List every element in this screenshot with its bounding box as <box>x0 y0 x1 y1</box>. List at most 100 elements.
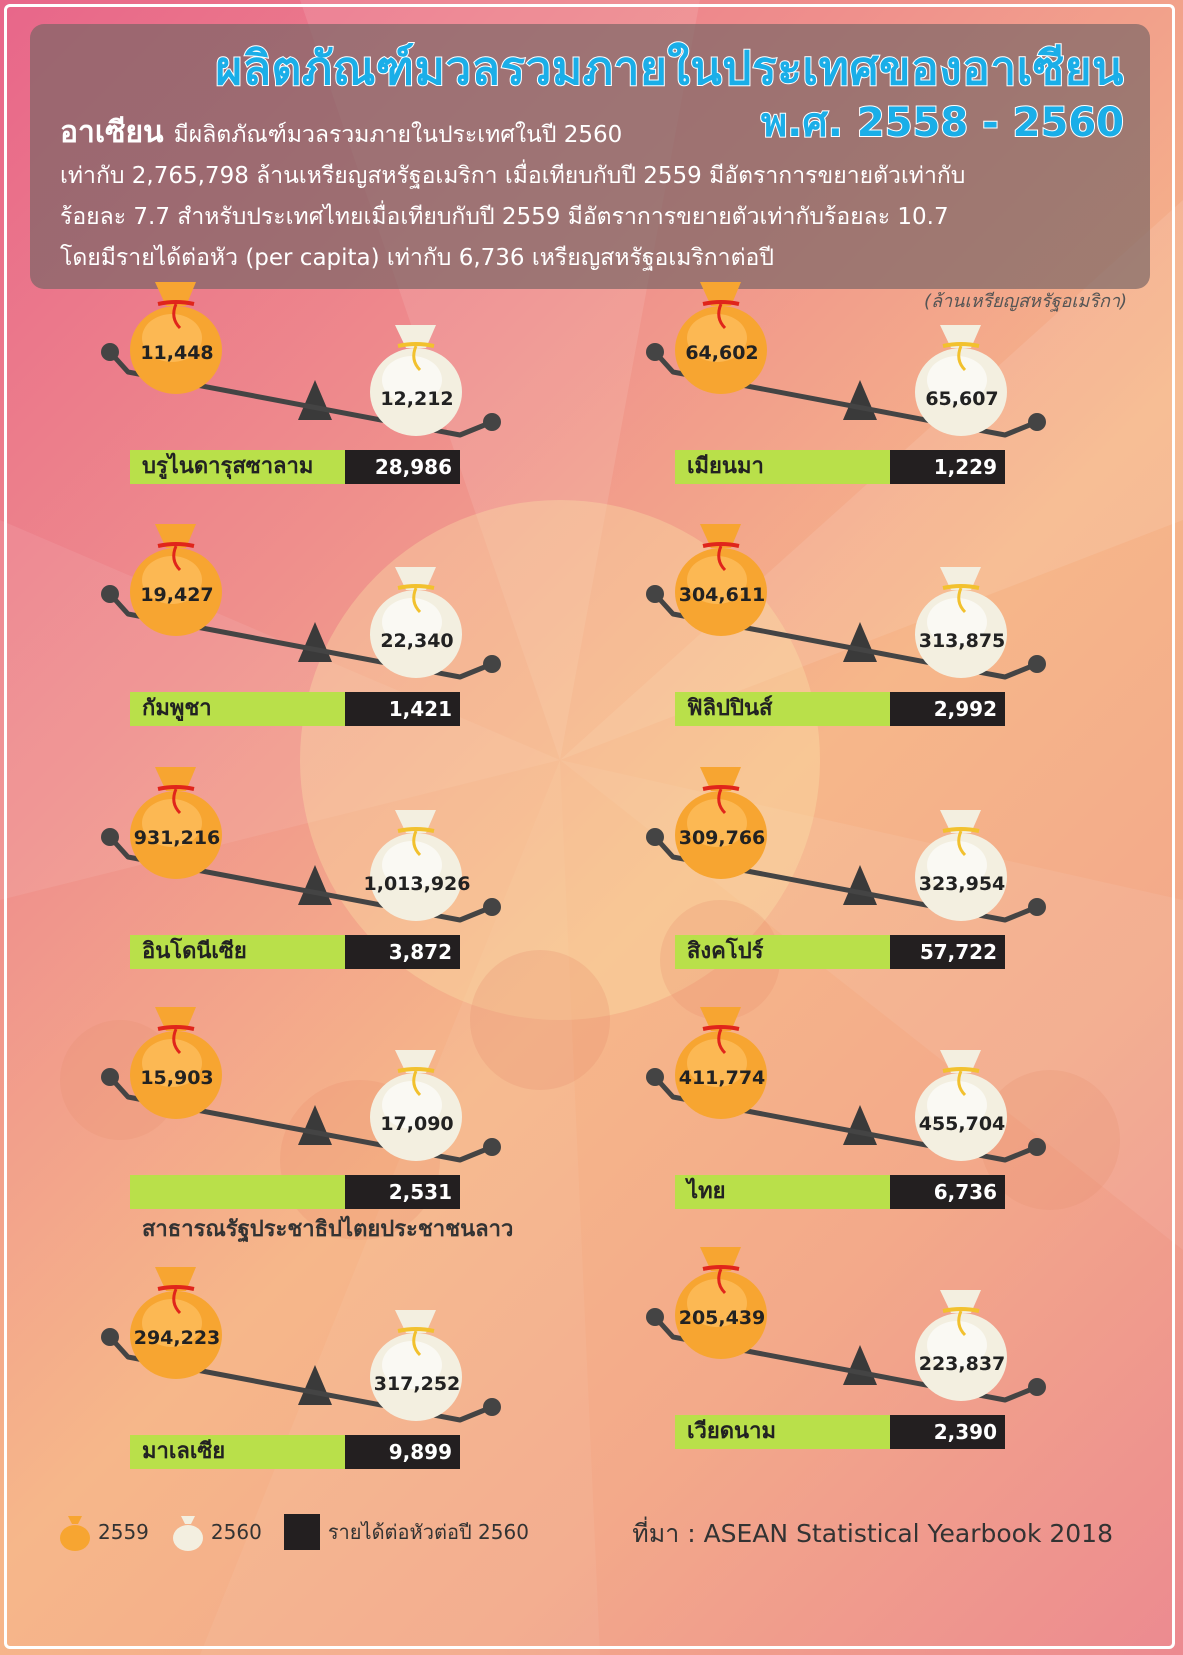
per-capita-value: 57,722 <box>890 935 1005 969</box>
gdp-2559-value: 15,903 <box>140 1067 214 1089</box>
dark-square-icon <box>283 1514 320 1550</box>
legend: 2559 2560 รายได้ต่อหัวต่อปี 2560 <box>58 1510 551 1554</box>
country-label-bar: เมียนมา 1,229 <box>675 450 1005 484</box>
country-name-field: มาเลเซีย <box>130 1435 345 1469</box>
gdp-2560-value: 313,875 <box>918 630 1006 652</box>
country-name: ฟิลิปปินส์ <box>687 696 773 721</box>
gdp-2560-value: 317,252 <box>373 1373 461 1395</box>
scale-end-right <box>1028 413 1046 431</box>
balance-scale <box>646 282 1046 438</box>
header-box: ผลิตภัณฑ์มวลรวมภายในประเทศของอาเซียน พ.ศ… <box>30 24 1150 289</box>
country-label-bar: 2,531 <box>130 1175 460 1209</box>
country-name-field: ฟิลิปปินส์ <box>675 692 890 726</box>
country-name-field: เวียดนาม <box>675 1415 890 1449</box>
gdp-2560-value: 17,090 <box>380 1113 454 1135</box>
scale-beam <box>653 350 1038 438</box>
gdp-2559-value: 411,774 <box>678 1067 766 1089</box>
gdp-2560-value: 1,013,926 <box>363 873 471 895</box>
balance-scale <box>646 767 1046 923</box>
white-bag-icon <box>915 567 1007 678</box>
gdp-2560-value: 22,340 <box>380 630 454 652</box>
orange-bag-icon <box>675 282 767 394</box>
country-panel: 294,223 317,252 มาเลเซีย 9,899 <box>100 1255 501 1495</box>
country-name-field: บรูไนดารุสซาลาม <box>130 450 345 484</box>
country-name: กัมพูชา <box>142 696 212 721</box>
per-capita-value: 1,229 <box>890 450 1005 484</box>
balance-scale <box>101 1267 501 1423</box>
country-panel: 304,611 313,875 ฟิลิปปินส์ 2,992 <box>645 512 1046 752</box>
balance-scale <box>101 282 501 438</box>
country-name-field: อินโดนีเซีย <box>130 935 345 969</box>
per-capita-value: 1,421 <box>345 692 460 726</box>
gdp-2560-value: 12,212 <box>380 388 454 410</box>
scale-end-right <box>1028 1138 1046 1156</box>
country-label-bar: บรูไนดารุสซาลาม 28,986 <box>130 450 460 484</box>
balance-scale <box>646 1007 1046 1163</box>
scale-fulcrum <box>843 865 877 905</box>
country-name-field: กัมพูชา <box>130 692 345 726</box>
country-name: อินโดนีเซีย <box>142 939 247 964</box>
legend-label-2560: 2560 <box>210 1520 262 1544</box>
per-capita-value: 2,390 <box>890 1415 1005 1449</box>
scale-end-left <box>646 828 664 846</box>
intro-text: อาเซียน มีผลิตภัณฑ์มวลรวมภายในประเทศในปี … <box>60 112 1120 279</box>
gdp-2560-value: 223,837 <box>918 1353 1006 1375</box>
scale-beam <box>108 1075 493 1163</box>
per-capita-value: 3,872 <box>345 935 460 969</box>
orange-bag-icon <box>130 767 222 879</box>
orange-bag-icon <box>130 282 222 394</box>
country-name: บรูไนดารุสซาลาม <box>142 454 314 479</box>
country-name-field: เมียนมา <box>675 450 890 484</box>
scale-end-right <box>1028 655 1046 673</box>
scale-end-left <box>646 1308 664 1326</box>
orange-bag-icon <box>130 1267 222 1379</box>
country-label-bar: อินโดนีเซีย 3,872 <box>130 935 460 969</box>
scale-fulcrum <box>298 1105 332 1145</box>
scale-beam <box>653 592 1038 680</box>
white-bag-icon <box>370 1310 462 1421</box>
legend-label-2559: 2559 <box>98 1520 149 1544</box>
balance-scale <box>646 1247 1046 1403</box>
country-panel: 411,774 455,704 ไทย 6,736 <box>645 995 1046 1235</box>
per-capita-value: 2,531 <box>345 1175 460 1209</box>
intro-line-3: ร้อยละ 7.7 สำหรับประเทศไทยเมื่อเทียบกับป… <box>60 204 949 230</box>
country-panel: 205,439 223,837 เวียดนาม 2,390 <box>645 1235 1046 1475</box>
scale-beam <box>108 835 493 923</box>
per-capita-value: 2,992 <box>890 692 1005 726</box>
white-bag-icon <box>915 810 1007 921</box>
legend-label-per-capita: รายได้ต่อหัวต่อปี 2560 <box>327 1520 529 1544</box>
balance-scale <box>646 524 1046 680</box>
country-name: สาธารณรัฐประชาธิปไตยประชาชนลาว <box>142 1217 514 1242</box>
gdp-2560-value: 323,954 <box>918 873 1006 895</box>
country-name: สิงคโปร์ <box>687 939 764 964</box>
country-name-field: สิงคโปร์ <box>675 935 890 969</box>
unit-note: (ล้านเหรียญสหรัฐอเมริกา) <box>923 291 1127 312</box>
intro-lead: อาเซียน <box>60 115 164 150</box>
white-bag-icon <box>370 325 462 436</box>
orange-bag-icon <box>675 767 767 879</box>
scale-beam <box>653 1075 1038 1163</box>
orange-bag-icon <box>675 1247 767 1359</box>
gdp-2559-value: 11,448 <box>140 342 214 364</box>
country-panel: 11,448 12,212 บรูไนดารุสซาลาม 28,986 <box>100 270 501 510</box>
scale-end-left <box>101 1068 119 1086</box>
country-label-bar: กัมพูชา 1,421 <box>130 692 460 726</box>
country-panel: 931,216 1,013,926 อินโดนีเซีย 3,872 <box>100 755 501 995</box>
per-capita-value: 28,986 <box>345 450 460 484</box>
balance-scale <box>101 524 501 680</box>
page-title: ผลิตภัณฑ์มวลรวมภายในประเทศของอาเซียน <box>214 40 1124 96</box>
country-label-bar: ฟิลิปปินส์ 2,992 <box>675 692 1005 726</box>
gdp-2559-value: 19,427 <box>140 584 214 606</box>
country-label-bar: เวียดนาม 2,390 <box>675 1415 1005 1449</box>
white-bag-icon <box>370 567 462 678</box>
white-bag-icon <box>172 1516 203 1551</box>
gdp-2559-value: 309,766 <box>678 827 766 849</box>
legend-item-per-capita: รายได้ต่อหัวต่อปี 2560 <box>283 1514 529 1550</box>
scale-beam <box>653 835 1038 923</box>
scale-end-left <box>101 585 119 603</box>
scale-fulcrum <box>843 622 877 662</box>
gdp-2559-value: 931,216 <box>133 827 221 849</box>
country-panel: 64,602 65,607 เมียนมา 1,229 <box>645 270 1046 510</box>
scale-beam <box>108 350 493 438</box>
